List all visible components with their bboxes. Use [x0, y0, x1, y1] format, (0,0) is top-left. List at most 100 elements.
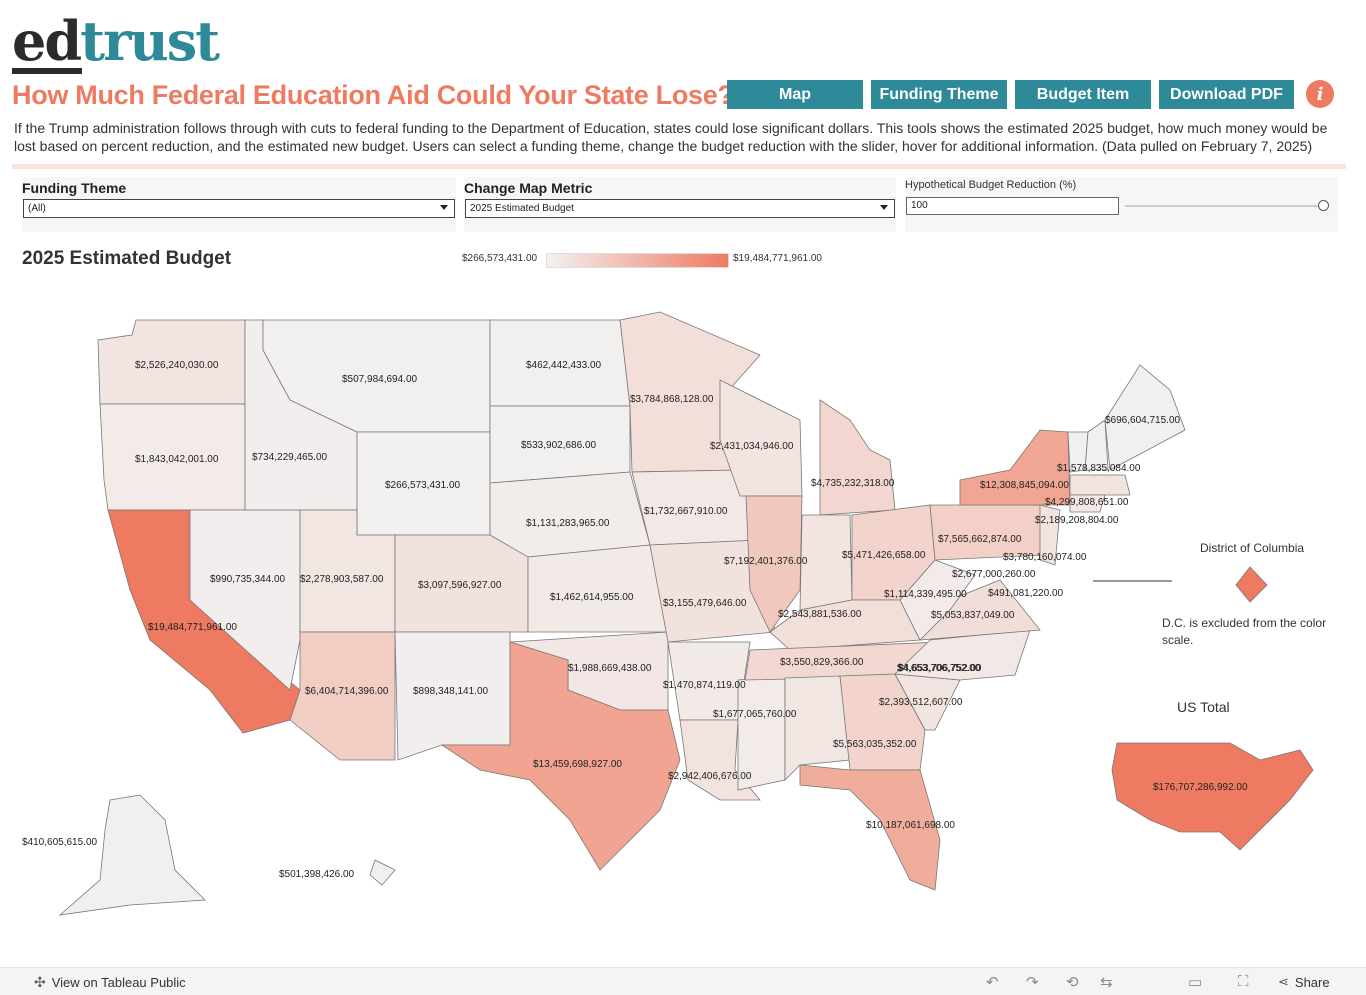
- state-label-KY: $3,550,829,366.00: [780, 657, 864, 668]
- state-label-VT: $1,578,835,084.00: [1057, 463, 1141, 474]
- state-label-MA: $4,299,808,651.00: [1045, 497, 1129, 508]
- state-label-WA: $2,526,240,030.00: [135, 360, 219, 371]
- state-IL[interactable]: [745, 495, 803, 633]
- logo-underline: [12, 68, 82, 74]
- map-metric-value: 2025 Estimated Budget: [470, 203, 574, 214]
- state-label-ID: $734,229,465.00: [252, 452, 328, 463]
- state-NH[interactable]: [1084, 419, 1109, 471]
- redo-icon[interactable]: ↷: [1026, 974, 1039, 991]
- state-label-NJ: $3,780,160,074.00: [1003, 552, 1087, 563]
- map-metric-dropdown[interactable]: 2025 Estimated Budget: [465, 199, 895, 218]
- state-label-NM: $898,348,141.00: [413, 686, 489, 697]
- state-label-NV: $990,735,344.00: [210, 574, 286, 585]
- tableau-logo-icon: ✣: [34, 974, 46, 990]
- state-KY[interactable]: [769, 599, 921, 651]
- state-label-NE: $1,131,283,965.00: [526, 518, 610, 529]
- legend-min-label: $266,573,431.00: [462, 253, 538, 264]
- reduction-label: Hypothetical Budget Reduction (%): [905, 179, 1077, 191]
- reduction-slider-thumb[interactable]: [1318, 200, 1329, 211]
- refresh-icon[interactable]: ⇆: [1100, 974, 1113, 991]
- comment-icon[interactable]: ▭: [1188, 974, 1203, 991]
- state-label-LA: $2,942,406,676.00: [668, 771, 752, 782]
- state-MA[interactable]: [1069, 474, 1131, 496]
- page-title: How Much Federal Education Aid Could You…: [12, 80, 734, 110]
- state-label-AK: $410,605,615.00: [22, 837, 98, 848]
- state-label-NC: $4,653,706,752.00: [897, 663, 981, 674]
- state-TX[interactable]: [440, 641, 681, 871]
- dc-shape[interactable]: [1235, 566, 1268, 603]
- divider: [12, 164, 1346, 169]
- map-metric-label: Change Map Metric: [464, 180, 593, 196]
- state-ME[interactable]: [1104, 364, 1186, 471]
- state-label-WV: $1,114,339,495.00: [884, 589, 967, 600]
- dc-title: District of Columbia: [1200, 541, 1305, 555]
- us-total-title: US Total: [1177, 699, 1230, 715]
- state-MI[interactable]: [819, 399, 896, 516]
- state-AL[interactable]: [784, 675, 851, 781]
- state-label-CO: $3,097,596,927.00: [418, 580, 502, 591]
- state-label-AL: $5,563,035,352.00: [833, 739, 917, 750]
- logo-trust-text: trust: [80, 9, 220, 73]
- info-icon[interactable]: i: [1306, 80, 1334, 108]
- fullscreen-icon[interactable]: ⛶: [1238, 973, 1249, 990]
- us-total-value: $176,707,286,992.00: [1153, 782, 1248, 793]
- undo-icon[interactable]: ↶: [986, 974, 999, 991]
- download-pdf-button[interactable]: Download PDF: [1159, 80, 1294, 109]
- reduction-input[interactable]: 100: [906, 197, 1119, 215]
- logo-ed-text: ed: [12, 9, 82, 73]
- state-label-MT: $507,984,694.00: [342, 374, 418, 385]
- funding-theme-dropdown[interactable]: (All): [23, 199, 455, 218]
- page-description: If the Trump administration follows thro…: [14, 120, 1328, 154]
- chevron-down-icon: [880, 205, 888, 210]
- state-label-AZ: $6,404,714,396.00: [305, 686, 389, 697]
- reduction-filter: Hypothetical Budget Reduction (%) 100: [905, 177, 1338, 232]
- funding-theme-button[interactable]: Funding Theme: [871, 80, 1007, 109]
- budget-item-button[interactable]: Budget Item: [1015, 80, 1151, 109]
- state-label-IA: $1,732,667,910.00: [644, 506, 728, 517]
- state-NE[interactable]: [489, 471, 651, 558]
- tableau-footer: ✣ View on Tableau Public ↶ ↷ ⟲ ⇆ ▭ ⛶ ⋖ S…: [0, 967, 1366, 995]
- state-HI[interactable]: [369, 859, 396, 886]
- funding-theme-filter: Funding Theme (All): [22, 177, 456, 232]
- state-label-ND: $462,442,433.00: [526, 360, 602, 371]
- state-label-WY: $266,573,431.00: [385, 480, 461, 491]
- state-label-FL: $10,187,061,698.00: [866, 820, 955, 831]
- state-IN[interactable]: [799, 514, 853, 611]
- color-legend: [546, 253, 729, 268]
- state-FL[interactable]: [799, 764, 941, 891]
- state-label-HI: $501,398,426.00: [279, 869, 355, 880]
- state-label-UT: $2,278,903,587.00: [300, 574, 384, 585]
- map-button[interactable]: Map: [727, 80, 863, 109]
- share-button[interactable]: ⋖ Share: [1278, 974, 1330, 990]
- state-NY[interactable]: [959, 429, 1071, 506]
- map-heading: 2025 Estimated Budget: [22, 248, 232, 269]
- state-AK[interactable]: [58, 794, 206, 916]
- us-total-shape[interactable]: [1111, 742, 1314, 851]
- share-label: Share: [1294, 974, 1330, 990]
- state-GA[interactable]: [839, 673, 926, 771]
- state-label-VA: $5,053,837,049.00: [931, 610, 1015, 621]
- state-label-CT: $2,189,208,804.00: [1035, 515, 1119, 526]
- state-label-MN: $3,784,868,128.00: [630, 394, 714, 405]
- state-label-IN: $2,543,881,536.00: [778, 609, 862, 620]
- view-on-tableau-link[interactable]: ✣ View on Tableau Public: [34, 974, 186, 991]
- state-label-OK: $1,988,669,438.00: [568, 663, 652, 674]
- state-WV[interactable]: [899, 559, 976, 641]
- state-label-NY: $12,308,845,094.00: [980, 480, 1069, 491]
- state-label-MI: $4,735,232,318.00: [811, 478, 895, 489]
- state-label-AR: $1,470,874,119.00: [663, 680, 746, 691]
- edtrust-logo: edtrust: [12, 14, 220, 78]
- chevron-down-icon: [440, 205, 448, 210]
- state-label-DE: $2,677,000,260.00: [952, 569, 1036, 580]
- revert-icon[interactable]: ⟲: [1066, 974, 1079, 991]
- us-choropleth-map: $2,526,240,030.00 $1,843,042,001.00 $19,48…: [22, 311, 1314, 916]
- state-label-OR: $1,843,042,001.00: [135, 454, 219, 465]
- state-NJ[interactable]: [1039, 504, 1061, 566]
- reduction-slider-track[interactable]: [1125, 205, 1323, 207]
- state-CT[interactable]: [1069, 494, 1106, 513]
- dc-note: D.C. is excluded from the color scale.: [1162, 616, 1327, 647]
- state-label-OH: $5,471,426,658.00: [842, 550, 926, 561]
- state-KS[interactable]: [527, 544, 669, 633]
- state-label-ME: $696,604,715.00: [1105, 415, 1181, 426]
- funding-theme-value: (All): [28, 203, 46, 214]
